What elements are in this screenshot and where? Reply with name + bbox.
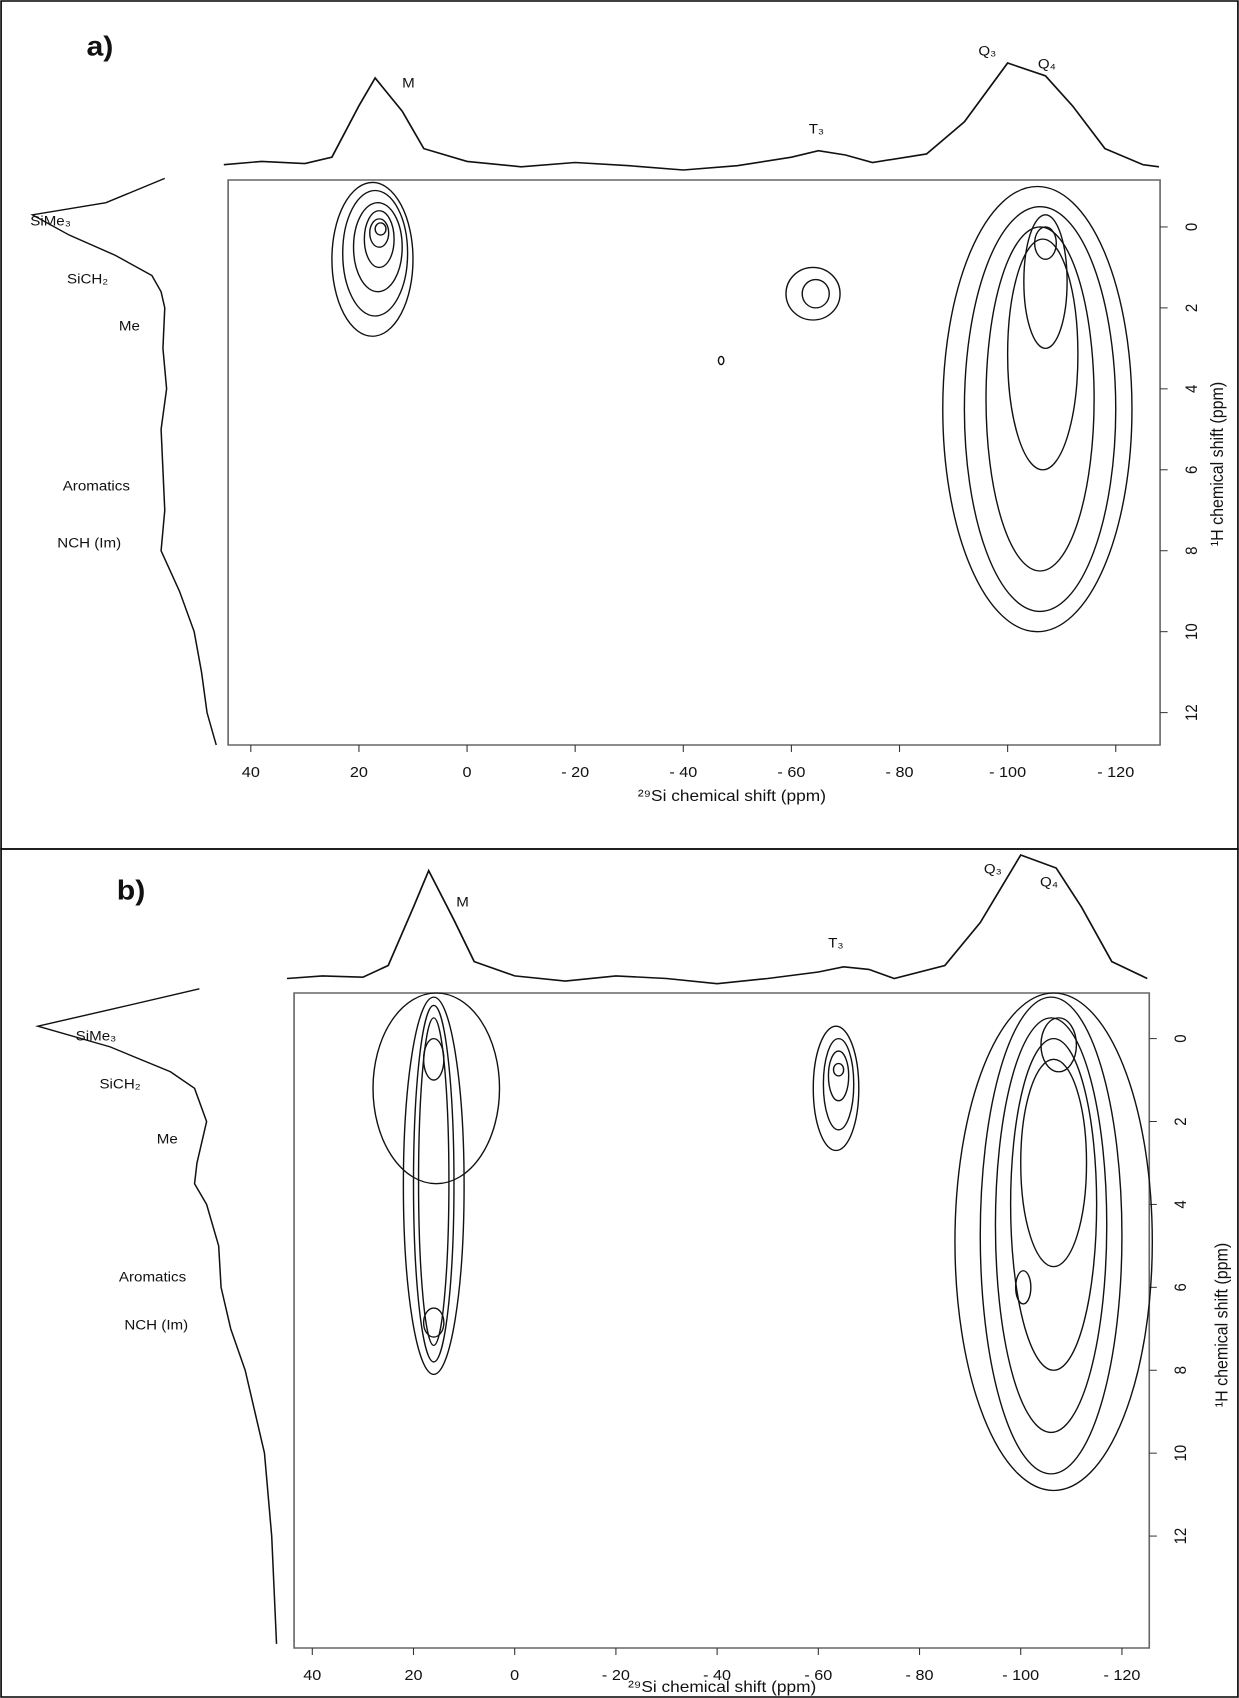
x-tick-label: - 40 (703, 1667, 731, 1683)
x-axis-label: ²⁹Si chemical shift (ppm) (628, 1678, 816, 1696)
y-axis-label: ¹H chemical shift (ppm) (1212, 1243, 1232, 1407)
contour (402, 996, 465, 1376)
peak-label: T₃ (828, 936, 843, 951)
contour (1020, 1058, 1088, 1268)
y-tick-label: 8 (1172, 1366, 1190, 1374)
contour (832, 1062, 845, 1077)
contour (342, 189, 409, 317)
peak-label: Q₃ (978, 44, 996, 59)
x-tick-label: - 40 (669, 764, 697, 780)
peak-label: Me (119, 319, 140, 334)
projection-left (35, 988, 278, 1644)
y-tick-label: 6 (1183, 466, 1201, 474)
contour (352, 202, 403, 293)
y-tick-label: 6 (1172, 1283, 1190, 1291)
contour (822, 1037, 855, 1131)
panel-label: b) (117, 875, 146, 906)
contour (372, 992, 501, 1185)
panel-border (0, 848, 1239, 1698)
x-tick-label: - 100 (1002, 1667, 1039, 1683)
contour (331, 181, 414, 337)
x-tick-label: - 100 (989, 764, 1026, 780)
peak-label: NCH (Im) (57, 536, 121, 551)
x-tick-label: - 80 (886, 764, 914, 780)
panel-border (0, 0, 1239, 850)
x-tick-label: - 120 (1103, 1667, 1140, 1683)
peak-label: SiMe₃ (30, 214, 71, 229)
contour (374, 222, 387, 236)
contour (942, 185, 1133, 633)
x-tick-label: 20 (350, 764, 368, 780)
contour (1033, 226, 1057, 260)
y-tick-label: 4 (1183, 384, 1201, 393)
x-tick-label: - 60 (804, 1667, 832, 1683)
contour (1040, 1017, 1078, 1073)
x-tick-label: - 60 (777, 764, 805, 780)
contour (827, 1050, 850, 1102)
y-tick-label: 12 (1172, 1528, 1190, 1545)
peak-label: Q₄ (1038, 57, 1056, 72)
x-tick-label: 20 (404, 1667, 422, 1683)
y-tick-label: 2 (1183, 304, 1201, 312)
x-tick-label: - 20 (602, 1667, 630, 1683)
y-tick-label: 0 (1183, 222, 1201, 231)
projection-top (223, 62, 1160, 171)
contour (363, 210, 395, 269)
contour (1023, 214, 1068, 350)
contour (1006, 238, 1079, 471)
peak-label: Aromatics (63, 479, 130, 494)
contour (963, 206, 1117, 613)
peak-label: Aromatics (119, 1270, 186, 1285)
projection-left (30, 177, 217, 746)
peak-label: T₃ (809, 122, 824, 137)
contour (417, 1017, 450, 1347)
y-axis-label: ¹H chemical shift (ppm) (1207, 382, 1227, 546)
contour (979, 996, 1123, 1475)
contour (1014, 1270, 1032, 1305)
peak-label: Q₄ (1040, 875, 1058, 890)
contour (1009, 1037, 1098, 1371)
x-tick-label: 0 (463, 764, 472, 780)
x-tick-label: 0 (510, 1667, 519, 1683)
contour (994, 1017, 1108, 1434)
x-tick-label: - 80 (906, 1667, 934, 1683)
plot-frame (227, 179, 1161, 746)
y-tick-label: 10 (1183, 623, 1201, 640)
peak-label: Q₃ (984, 862, 1002, 877)
peak-label: M (456, 895, 469, 910)
x-tick-label: 40 (303, 1667, 321, 1683)
projection-top (286, 853, 1148, 985)
peak-label: SiCH₂ (67, 272, 108, 287)
contour (954, 992, 1154, 1492)
contour (985, 226, 1095, 572)
x-tick-label: - 120 (1097, 764, 1134, 780)
contour (369, 218, 390, 248)
contour (422, 1307, 445, 1338)
contour (412, 1004, 455, 1363)
peak-label: SiCH₂ (99, 1077, 140, 1092)
contour (422, 1037, 445, 1081)
y-tick-label: 2 (1172, 1117, 1190, 1125)
plot-frame (293, 992, 1151, 1649)
contour (812, 1025, 860, 1152)
panel-label: a) (86, 31, 113, 62)
x-tick-label: - 20 (561, 764, 589, 780)
y-tick-label: 4 (1172, 1200, 1190, 1209)
y-tick-label: 10 (1172, 1445, 1190, 1462)
x-tick-label: 40 (242, 764, 260, 780)
contour (717, 355, 725, 366)
y-tick-label: 0 (1172, 1034, 1190, 1043)
y-tick-label: 12 (1183, 704, 1201, 721)
peak-label: NCH (Im) (124, 1318, 188, 1333)
peak-label: M (402, 76, 415, 91)
peak-label: SiMe₃ (76, 1029, 117, 1044)
peak-label: Me (157, 1132, 178, 1147)
contour (801, 278, 830, 309)
y-tick-label: 8 (1183, 547, 1201, 555)
contour (785, 266, 841, 321)
x-axis-label: ²⁹Si chemical shift (ppm) (638, 787, 826, 805)
